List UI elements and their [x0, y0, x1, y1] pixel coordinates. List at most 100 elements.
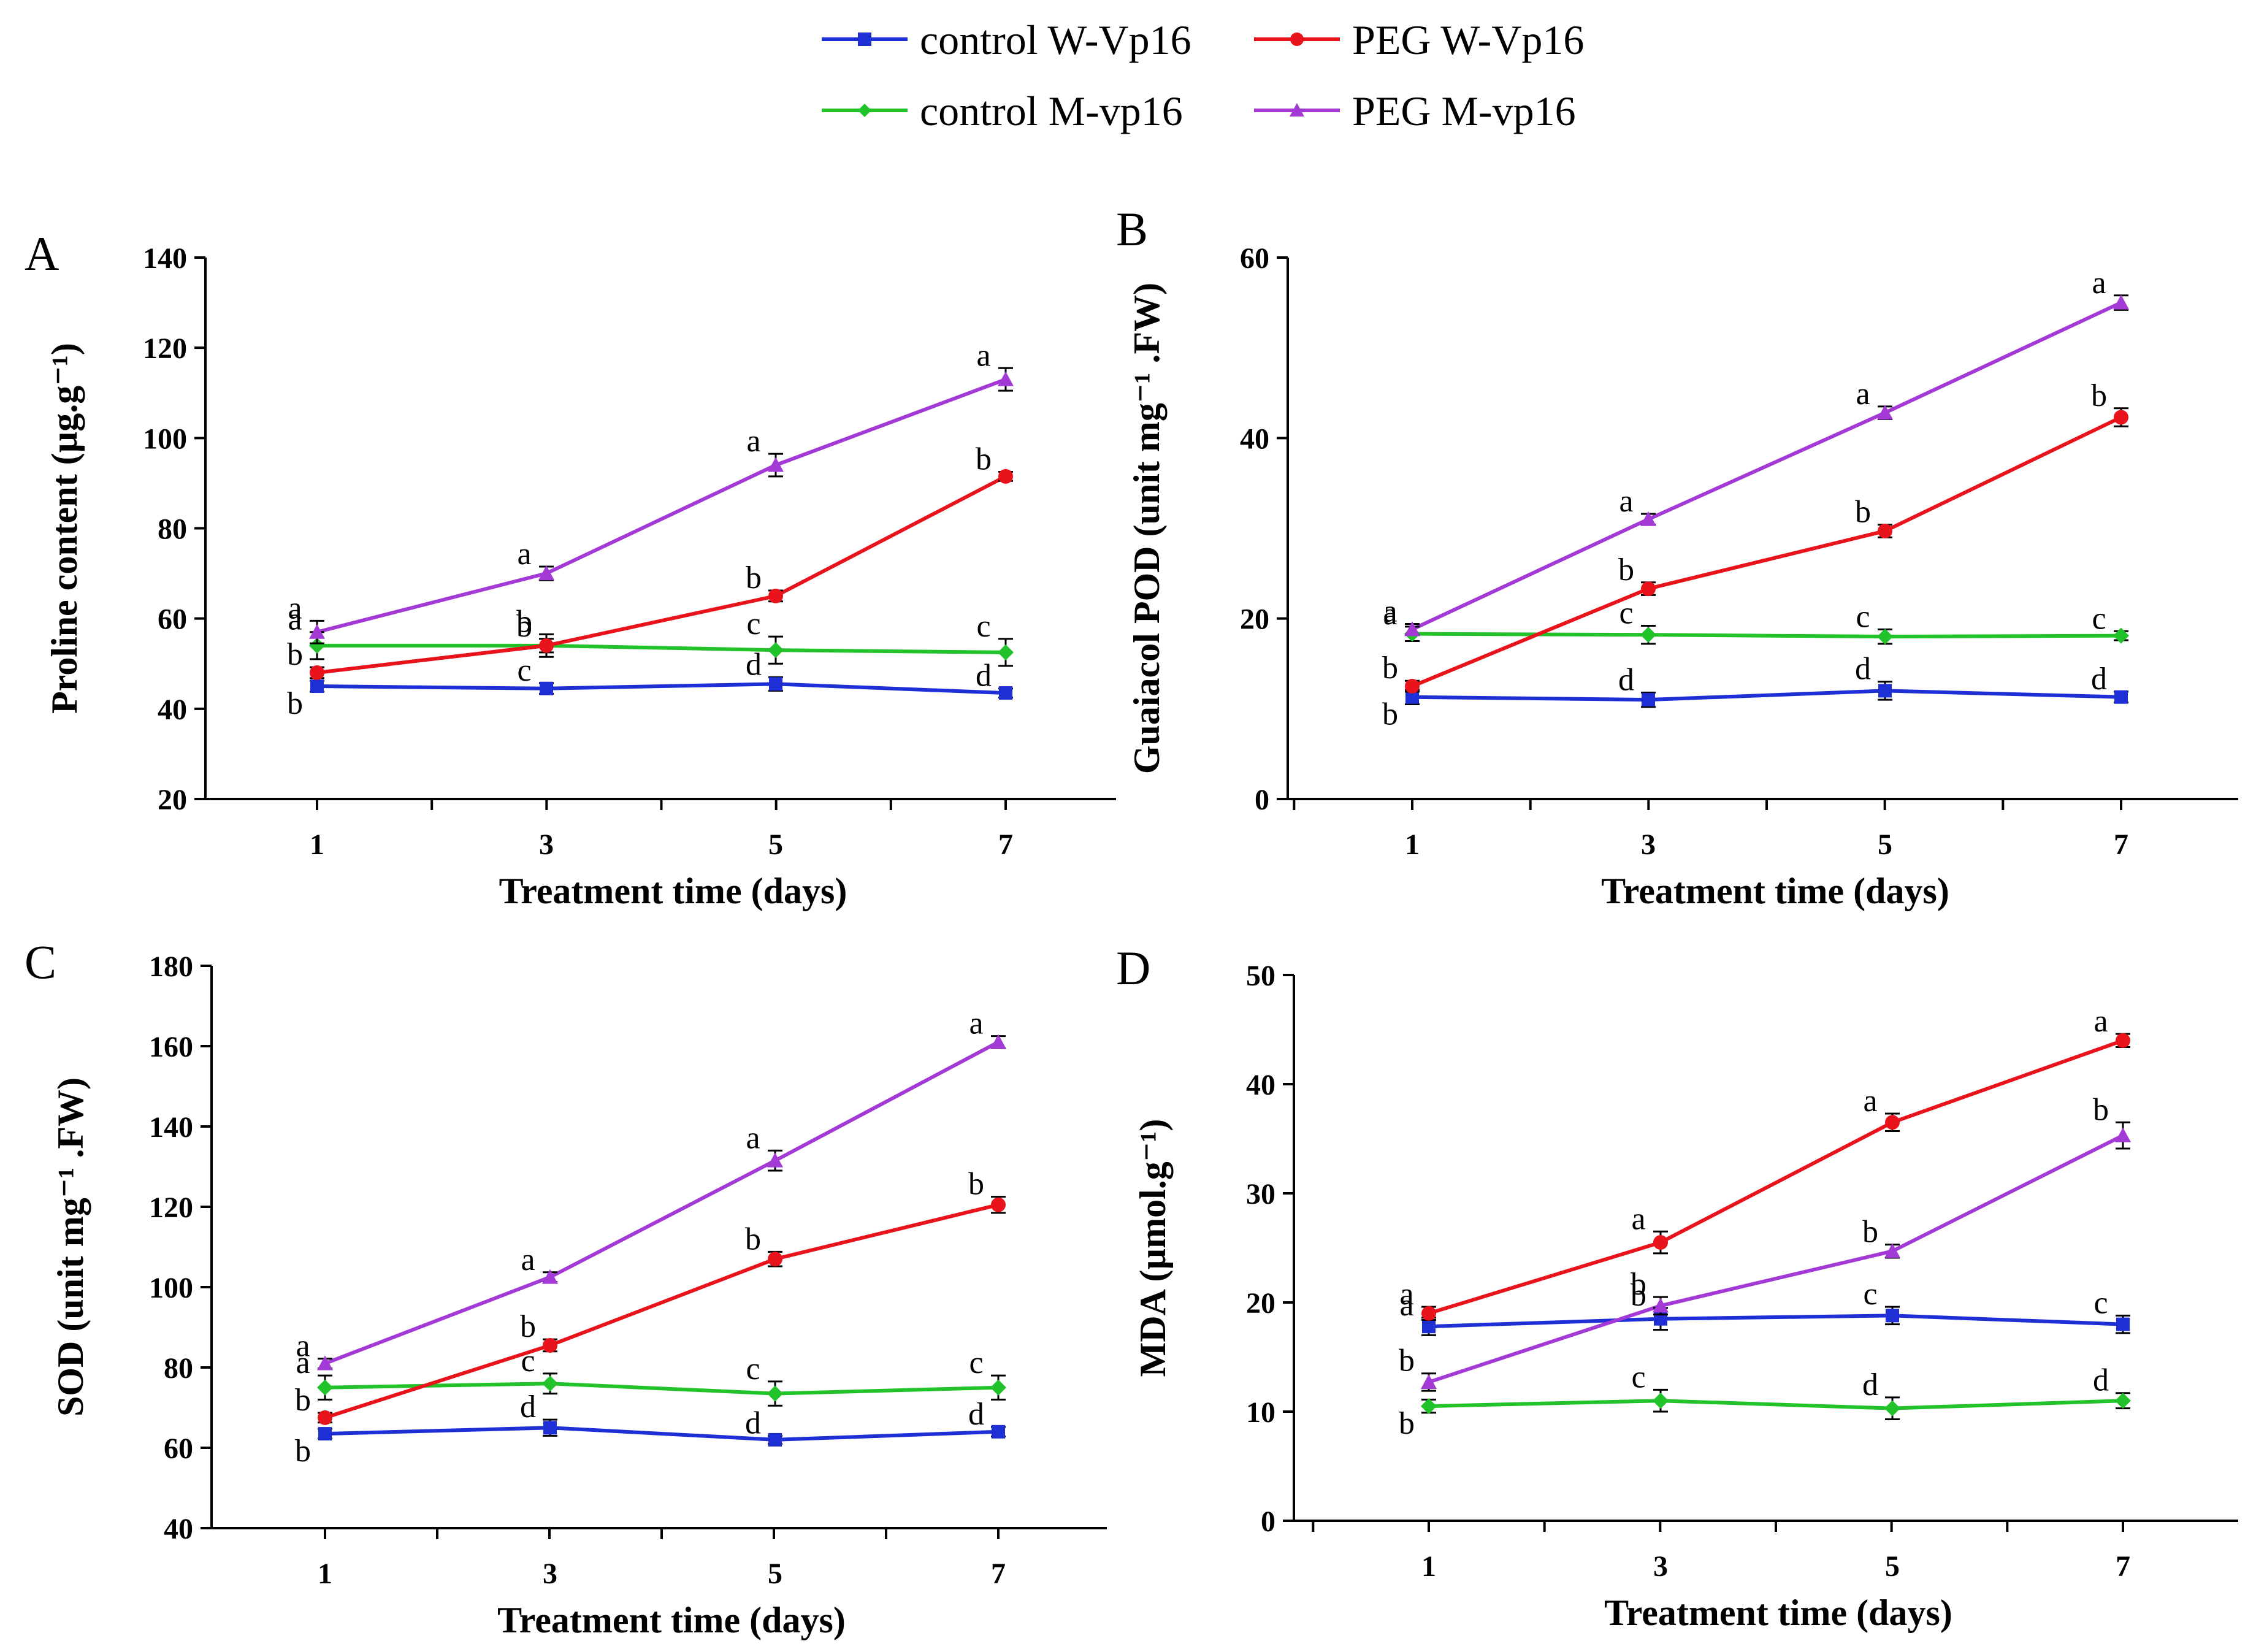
- significance-letter-control-m: c: [746, 606, 760, 641]
- significance-letter-peg-m: a: [1619, 484, 1633, 519]
- series-line-peg-m: [324, 1040, 1000, 1366]
- data-point-peg-m: [1421, 1374, 1437, 1389]
- data-point-peg-m: [317, 1355, 333, 1371]
- data-point-peg-w: [2116, 1033, 2130, 1048]
- data-point-peg-m: [309, 624, 325, 639]
- data-point-peg-w: [768, 588, 783, 603]
- data-point-control-m: [542, 1375, 558, 1392]
- series-line-control-w: [1412, 689, 2122, 702]
- data-point-peg-m: [1884, 1243, 1900, 1258]
- x-tick-label: 5: [768, 828, 783, 861]
- legend-item-control-w: control W-Vp16: [822, 17, 1191, 63]
- data-point-peg-m: [1877, 405, 1893, 420]
- data-point-peg-w: [543, 1337, 557, 1353]
- legend-marker-control-w: [858, 33, 871, 46]
- significance-letter-control-m: c: [1631, 1359, 1645, 1394]
- data-point-peg-w: [1885, 1115, 1900, 1130]
- data-point-control-w: [2114, 690, 2128, 704]
- data-point-peg-m: [1640, 511, 1656, 526]
- data-point-control-w: [540, 681, 553, 695]
- significance-letter-control-m: d: [2093, 1363, 2109, 1398]
- data-point-control-w: [768, 1432, 782, 1447]
- series-line-peg-w: [324, 1203, 999, 1420]
- panel-c-label: C: [25, 935, 56, 989]
- data-point-peg-m: [542, 1269, 558, 1284]
- data-point-control-w: [1886, 1309, 1899, 1323]
- y-tick-label: 160: [149, 1031, 193, 1063]
- significance-letter-peg-m: a: [517, 537, 531, 572]
- series-line-control-m: [324, 1382, 999, 1396]
- legend: control W-Vp16 PEG W-Vp16 control M-vp16…: [822, 17, 1584, 134]
- series-line-control-m: [317, 643, 1006, 654]
- significance-letter-peg-m: b: [2093, 1092, 2109, 1127]
- significance-letter-control-m: c: [1856, 599, 1870, 634]
- data-point-control-m: [1421, 1398, 1437, 1415]
- legend-item-peg-m: PEG M-vp16: [1254, 88, 1576, 134]
- x-tick-label: 3: [543, 1558, 557, 1590]
- x-tick-label: 7: [991, 1558, 1006, 1590]
- legend-item-control-m: control M-vp16: [822, 88, 1183, 134]
- significance-letter-peg-m: a: [1383, 594, 1397, 629]
- significance-letter-control-w: c: [517, 653, 531, 688]
- data-point-peg-m: [767, 1152, 783, 1168]
- significance-letter-peg-w: b: [2091, 378, 2107, 413]
- significance-letter-control-m: a: [1383, 597, 1397, 632]
- data-point-peg-m: [1404, 621, 1420, 637]
- y-tick-label: 140: [149, 1111, 193, 1144]
- y-tick-label: 100: [143, 423, 187, 455]
- y-tick-label: 80: [158, 513, 187, 546]
- data-point-peg-w: [1405, 679, 1420, 694]
- legend-marker-control-m: [858, 104, 871, 117]
- panel-d-label: D: [1116, 941, 1150, 995]
- panel-b-chart: B 0 20 40 60 1 3 5 7 Treatment time (days) Guaiaco…: [1116, 202, 2238, 911]
- x-tick-label: 3: [1641, 828, 1656, 861]
- data-point-peg-w: [310, 665, 324, 680]
- data-point-control-w: [1422, 1320, 1436, 1334]
- data-point-control-m: [1640, 627, 1656, 643]
- x-tick-label: 5: [1885, 1550, 1900, 1583]
- data-point-control-m: [990, 1379, 1006, 1396]
- y-tick-label: 120: [149, 1191, 193, 1224]
- y-tick-label: 40: [1240, 423, 1269, 455]
- y-tick-label: 20: [1240, 603, 1269, 636]
- significance-letter-control-w: d: [745, 1405, 761, 1440]
- y-tick-label: 180: [149, 950, 193, 983]
- significance-letter-peg-w: b: [1382, 651, 1398, 686]
- significance-letter-control-w: d: [968, 1397, 984, 1432]
- significance-letter-control-w: d: [976, 659, 992, 694]
- y-tick-label: 30: [1246, 1178, 1275, 1210]
- y-tick-label: 60: [1240, 242, 1269, 275]
- significance-letter-control-w: d: [1618, 662, 1634, 697]
- y-tick-label: 20: [1246, 1287, 1275, 1320]
- significance-letter-peg-w: a: [1631, 1201, 1645, 1236]
- y-axis-title: Proline content (µg.g⁻¹): [44, 343, 85, 714]
- data-point-peg-m: [768, 457, 784, 472]
- series-line-control-m: [1412, 632, 2122, 639]
- data-point-control-m: [1884, 1400, 1900, 1417]
- significance-letter-peg-w: b: [745, 1222, 761, 1256]
- data-point-peg-w: [2114, 410, 2128, 425]
- significance-letter-peg-w: b: [746, 560, 762, 595]
- significance-letter-peg-m: a: [969, 1006, 983, 1041]
- data-point-control-m: [309, 637, 325, 654]
- data-point-control-w: [543, 1421, 557, 1435]
- x-tick-label: 1: [318, 1558, 332, 1590]
- y-tick-label: 140: [143, 242, 187, 275]
- significance-letter-peg-w: b: [1855, 495, 1871, 530]
- significance-letter-peg-w: a: [2093, 1004, 2108, 1039]
- panel-a-label: A: [25, 227, 59, 280]
- y-tick-label: 40: [158, 694, 187, 726]
- significance-letter-control-m: c: [521, 1344, 535, 1379]
- series-line-control-m: [1428, 1399, 2124, 1410]
- significance-letter-control-w: d: [746, 647, 762, 682]
- y-tick-label: 50: [1246, 960, 1275, 992]
- significance-letter-control-w: b: [287, 686, 303, 721]
- x-tick-label: 1: [310, 828, 324, 861]
- significance-letter-control-m: c: [2092, 601, 2106, 636]
- x-axis-title: Treatment time (days): [1604, 1593, 1952, 1633]
- series-line-control-w: [316, 682, 1006, 695]
- significance-letter-control-w: d: [520, 1390, 536, 1424]
- data-point-control-m: [317, 1379, 333, 1396]
- x-tick-label: 5: [768, 1558, 782, 1590]
- significance-letter-peg-w: b: [520, 1309, 536, 1344]
